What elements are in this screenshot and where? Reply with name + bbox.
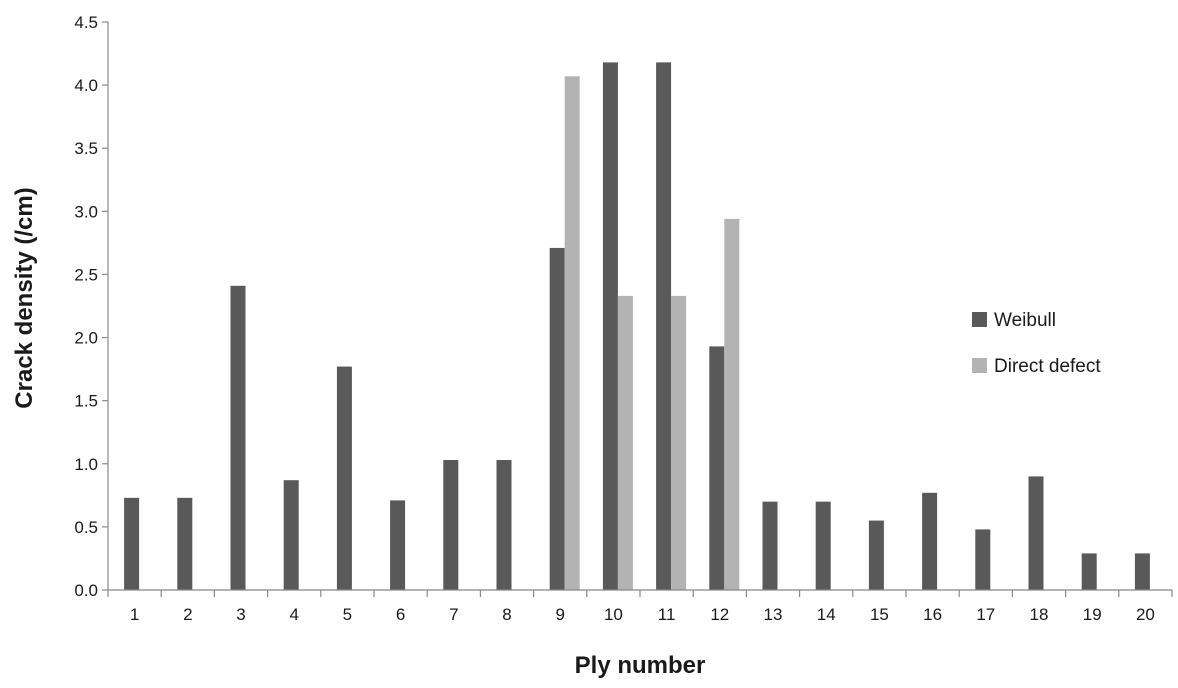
x-axis-title: Ply number — [575, 652, 706, 679]
x-tick-label: 20 — [1136, 605, 1155, 624]
bar — [724, 218, 740, 590]
y-axis-ticks: 0.0 0.5 1.0 1.5 2.0 2.5 3.0 3.5 4.0 4.5 — [74, 13, 108, 600]
bar — [177, 497, 193, 590]
x-tick-label: 6 — [396, 605, 405, 624]
legend-swatch — [972, 312, 987, 327]
legend: Weibull Direct defect — [972, 310, 1101, 377]
legend-label: Weibull — [994, 310, 1056, 331]
bar — [230, 285, 246, 590]
bar — [124, 497, 140, 590]
y-tick-label: 0.5 — [74, 518, 98, 537]
x-tick-label: 3 — [236, 605, 245, 624]
x-tick-label: 12 — [710, 605, 729, 624]
x-tick-label: 15 — [870, 605, 889, 624]
y-tick-label: 2.0 — [74, 329, 98, 348]
bar — [815, 501, 831, 590]
y-tick-label: 4.0 — [74, 76, 98, 95]
y-tick-label: 0.0 — [74, 581, 98, 600]
x-axis-ticks: 1 2 3 4 5 6 7 8 9 10 11 12 13 14 15 16 17 18 19 20 — [107, 590, 1173, 624]
bar — [617, 295, 633, 590]
bar — [656, 62, 672, 590]
bar — [1081, 553, 1097, 590]
x-tick-label: 1 — [130, 605, 139, 624]
bar — [564, 76, 580, 590]
series-0 — [124, 62, 1150, 590]
x-tick-label: 2 — [183, 605, 192, 624]
bar — [549, 247, 565, 590]
bar — [602, 62, 618, 590]
y-axis-title: Crack density (/cm) — [11, 187, 38, 408]
x-tick-label: 17 — [976, 605, 995, 624]
bar — [868, 520, 884, 590]
y-tick-label: 1.0 — [74, 455, 98, 474]
bar — [283, 480, 299, 590]
y-tick-label: 2.5 — [74, 265, 98, 284]
bar — [390, 500, 406, 590]
x-tick-label: 10 — [604, 605, 623, 624]
legend-swatch — [972, 358, 987, 373]
x-tick-label: 16 — [923, 605, 942, 624]
bar — [709, 346, 725, 590]
x-tick-label: 4 — [289, 605, 298, 624]
bar — [1028, 476, 1044, 590]
series-1 — [564, 76, 740, 590]
legend-label: Direct defect — [994, 356, 1101, 377]
bar — [762, 501, 778, 590]
x-tick-label: 9 — [555, 605, 564, 624]
y-tick-label: 1.5 — [74, 392, 98, 411]
bar — [1134, 553, 1150, 590]
x-tick-label: 13 — [764, 605, 783, 624]
x-tick-label: 7 — [449, 605, 458, 624]
y-tick-label: 4.5 — [74, 13, 98, 32]
bar — [671, 295, 687, 590]
x-tick-label: 18 — [1030, 605, 1049, 624]
bar — [922, 492, 938, 590]
bar — [975, 529, 991, 590]
x-tick-label: 19 — [1083, 605, 1102, 624]
y-tick-label: 3.5 — [74, 139, 98, 158]
bar — [496, 459, 512, 590]
bar — [443, 459, 459, 590]
x-tick-label: 14 — [817, 605, 836, 624]
x-tick-label: 5 — [343, 605, 352, 624]
plot-area — [124, 62, 1150, 590]
bar — [336, 366, 352, 590]
x-tick-label: 8 — [502, 605, 511, 624]
y-tick-label: 3.0 — [74, 202, 98, 221]
x-tick-label: 11 — [658, 605, 676, 624]
